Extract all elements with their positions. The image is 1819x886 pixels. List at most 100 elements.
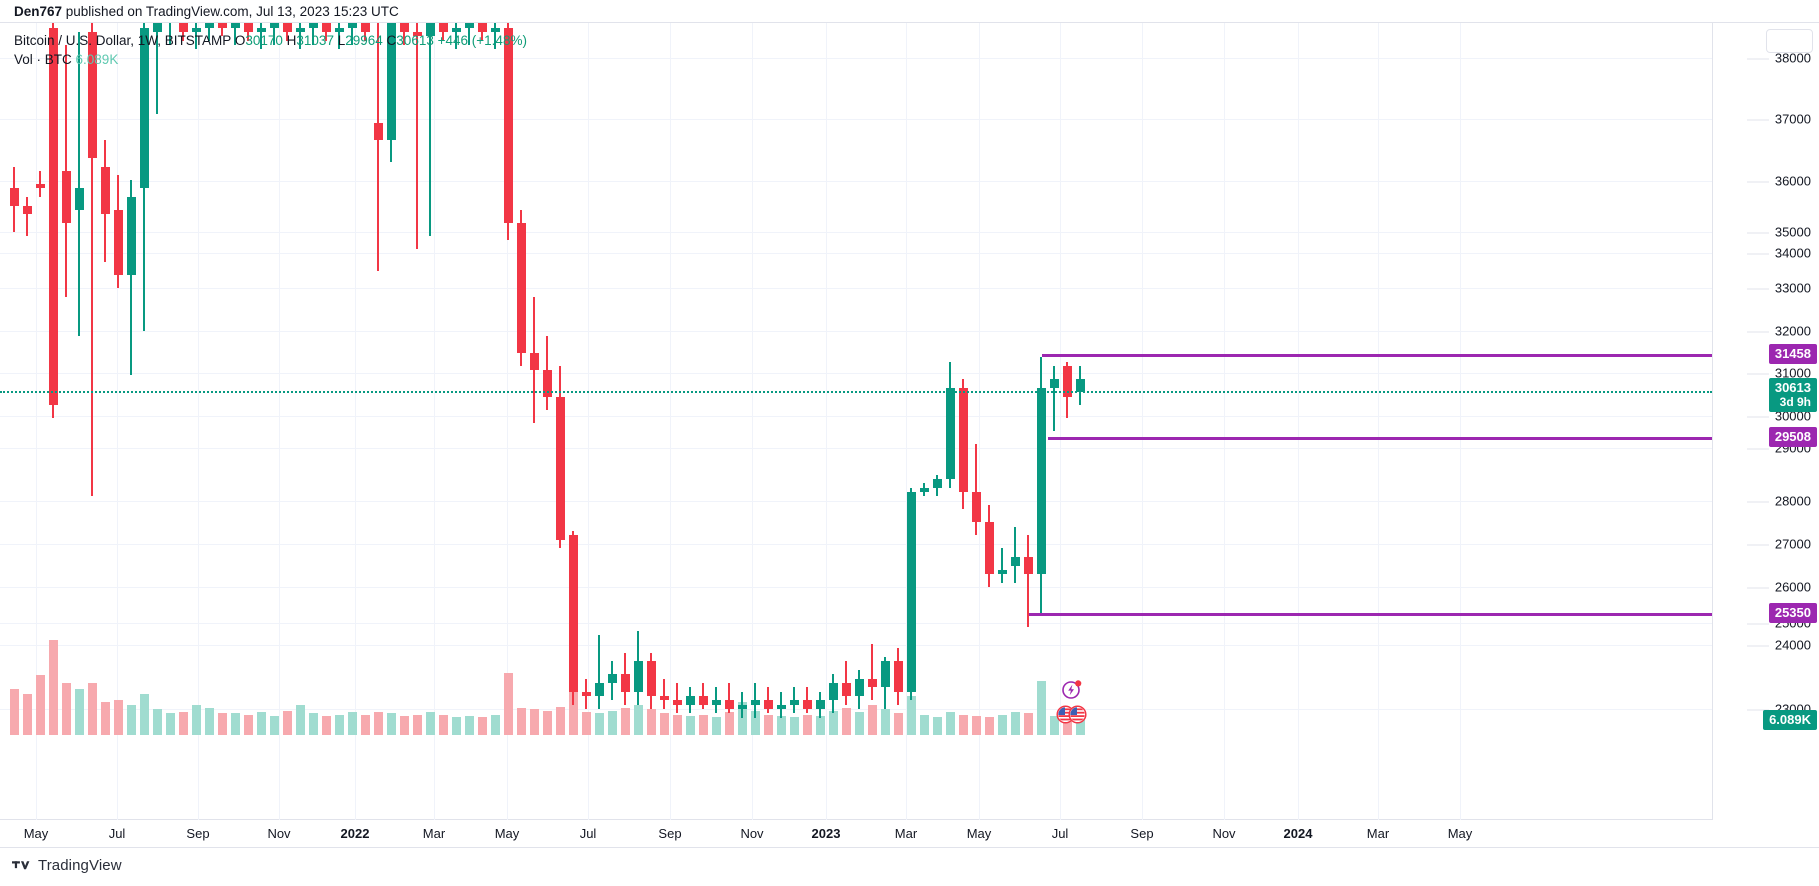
- volume-bar: [763, 714, 773, 735]
- candle-body: [373, 123, 383, 141]
- support-level-upper[interactable]: 29508: [1768, 427, 1817, 447]
- candle-body: [48, 27, 58, 406]
- candle-wick: [663, 678, 665, 709]
- gridline-horizontal: [0, 181, 1712, 182]
- gridline-horizontal: [0, 448, 1712, 449]
- price-axis-tick: 38000: [1746, 50, 1811, 66]
- price-axis-tick: 36000: [1746, 173, 1811, 189]
- badge-value: 6.089K: [1769, 712, 1811, 727]
- gridline-horizontal: [0, 501, 1712, 502]
- candle-wick: [468, 23, 470, 45]
- volume-bar: [451, 717, 461, 735]
- candle-wick: [195, 23, 197, 50]
- candle-body: [412, 31, 422, 37]
- candle-body: [568, 535, 578, 692]
- candle-body: [1010, 557, 1020, 566]
- price-pane[interactable]: [0, 23, 1712, 820]
- candle-wick: [871, 643, 873, 701]
- candle-wick: [39, 170, 41, 197]
- chart-frame: Bitcoin / U.S. Dollar, 1W, BITSTAMP O301…: [0, 22, 1819, 820]
- candle-body: [451, 27, 461, 32]
- volume-bar: [113, 699, 123, 735]
- candle-body: [867, 678, 877, 688]
- volume-bar: [334, 714, 344, 735]
- gridline-horizontal: [0, 58, 1712, 59]
- gridline-horizontal: [0, 253, 1712, 254]
- candle-body: [529, 353, 539, 371]
- candle-wick: [598, 635, 600, 709]
- volume-bar: [828, 710, 838, 735]
- volume-bar: [1075, 718, 1085, 735]
- volume-bar: [477, 717, 487, 735]
- level-29508[interactable]: [1048, 437, 1712, 440]
- time-axis-tick: 2023: [811, 826, 841, 841]
- volume-bar: [750, 710, 760, 735]
- time-axis-tick: Mar: [422, 826, 446, 841]
- price-axis-tick: 31000: [1746, 365, 1811, 381]
- earnings-event-icon[interactable]: [1061, 679, 1082, 705]
- volume-bar: [997, 714, 1007, 735]
- volume-bar: [100, 702, 110, 735]
- gridline-horizontal: [0, 645, 1712, 646]
- volume-bar: [48, 640, 58, 735]
- resistance-level[interactable]: 31458: [1768, 344, 1817, 364]
- candle-body: [932, 478, 942, 488]
- candle-body: [789, 700, 799, 705]
- level-25350[interactable]: [1029, 613, 1712, 616]
- candle-body: [763, 700, 773, 709]
- price-axis-tick: 27000: [1746, 536, 1811, 552]
- gridline-vertical: [1298, 23, 1299, 820]
- volume-bar: [971, 716, 981, 735]
- volume-bar: [607, 710, 617, 735]
- volume-bar: [958, 714, 968, 735]
- volume-bar: [217, 713, 227, 735]
- volume-bar: [672, 714, 682, 735]
- volume-bar: [178, 711, 188, 735]
- volume-bar: [204, 707, 214, 735]
- gridline-horizontal: [0, 416, 1712, 417]
- volume-bar: [74, 688, 84, 735]
- support-level-lower[interactable]: 25350: [1768, 603, 1817, 623]
- candle-wick: [377, 23, 379, 271]
- volume-bar: [412, 714, 422, 735]
- author-name: Den767: [14, 4, 63, 19]
- candle-wick: [494, 23, 496, 50]
- gridline-horizontal: [0, 331, 1712, 332]
- last-price[interactable]: 30613 3d 9h: [1768, 378, 1817, 412]
- time-axis[interactable]: May Jul Sep Nov 2022 Mar May Jul Sep Nov 2023 Mar Ma…: [0, 820, 1819, 848]
- candle-wick: [312, 23, 314, 45]
- volume-bar: [802, 714, 812, 735]
- volume-bar: [191, 705, 201, 735]
- volume-value[interactable]: 6.089K: [1763, 710, 1817, 730]
- time-axis-tick: Mar: [1366, 826, 1390, 841]
- volume-bar: [646, 709, 656, 735]
- tradingview-mark-icon: [12, 861, 30, 870]
- candle-body: [711, 700, 721, 705]
- price-axis[interactable]: 38000 37000 36000 35000 34000 33000 32000 31000…: [1712, 23, 1819, 820]
- candle-wick: [273, 23, 275, 45]
- volume-bar: [35, 675, 45, 735]
- candle-wick: [780, 691, 782, 718]
- candle-body: [893, 661, 903, 692]
- level-31458[interactable]: [1042, 354, 1712, 357]
- axis-scale-box[interactable]: [1766, 29, 1813, 53]
- volume-bar: [867, 705, 877, 735]
- gridline-horizontal: [0, 288, 1712, 289]
- volume-bar: [516, 707, 526, 735]
- candle-body: [113, 209, 123, 275]
- time-axis-tick: Nov: [1212, 826, 1236, 841]
- time-axis-tick: Sep: [1130, 826, 1154, 841]
- volume-bar: [1062, 717, 1072, 735]
- price-axis-tick: 32000: [1746, 323, 1811, 339]
- candle-wick: [845, 661, 847, 705]
- candle-body: [815, 700, 825, 709]
- volume-bar: [256, 711, 266, 735]
- candle-body: [880, 661, 890, 688]
- volume-bar: [152, 709, 162, 735]
- candle-body: [74, 188, 84, 210]
- volume-bar: [230, 713, 240, 735]
- candle-body: [503, 27, 513, 223]
- candle-body: [269, 23, 279, 28]
- us-economic-event-icon-2[interactable]: [1068, 705, 1087, 729]
- candle-body: [126, 196, 136, 275]
